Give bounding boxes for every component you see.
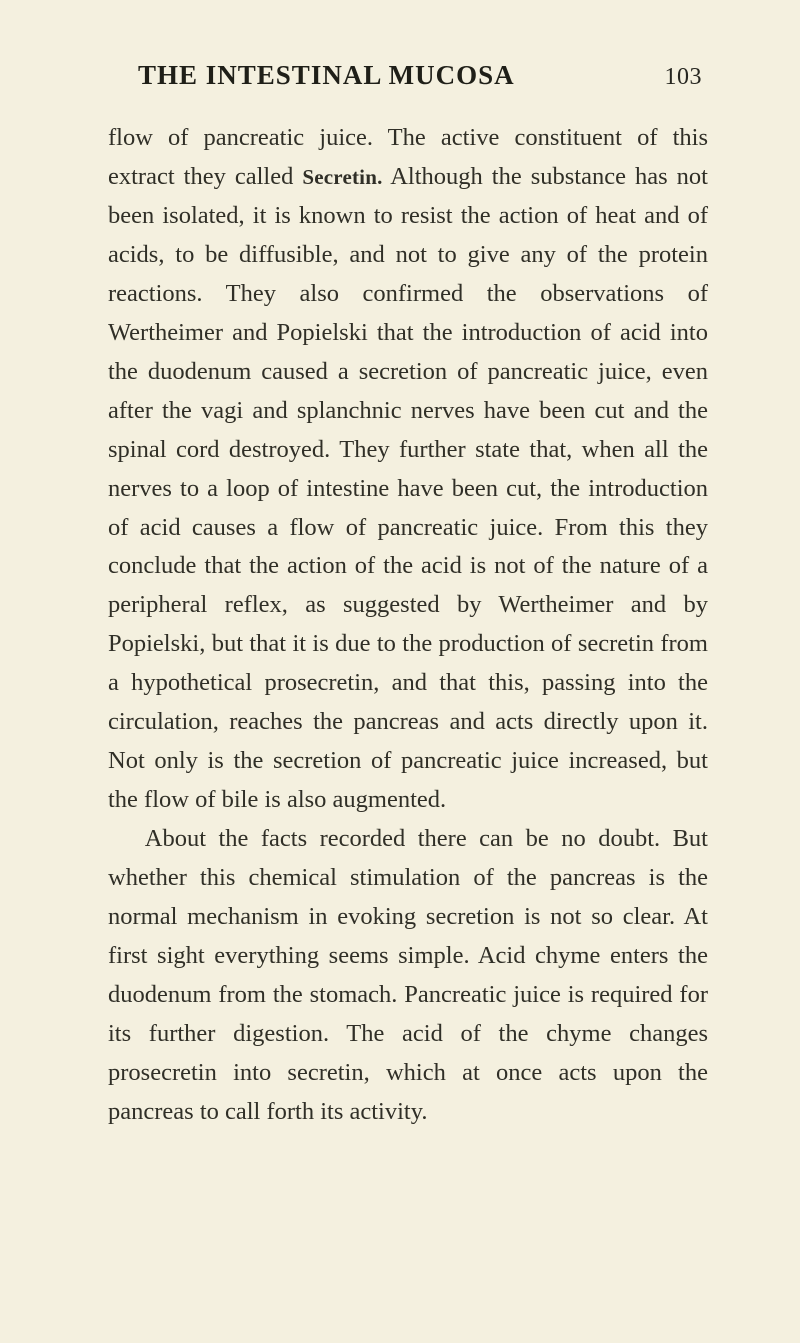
running-header: THE INTESTINAL MUCOSA 103	[108, 60, 708, 91]
paragraph-1: flow of pancreatic juice. The active con…	[108, 119, 708, 820]
page-number: 103	[665, 64, 703, 91]
body-text: flow of pancreatic juice. The active con…	[108, 119, 708, 1132]
page-title: THE INTESTINAL MUCOSA	[138, 60, 515, 91]
page: THE INTESTINAL MUCOSA 103 flow of pancre…	[0, 0, 800, 1343]
p1-run-b: Although the sub­stance has not been iso…	[108, 163, 708, 813]
term-secretin: Secretin.	[302, 165, 382, 189]
paragraph-2: About the facts recorded there can be no…	[108, 820, 708, 1132]
